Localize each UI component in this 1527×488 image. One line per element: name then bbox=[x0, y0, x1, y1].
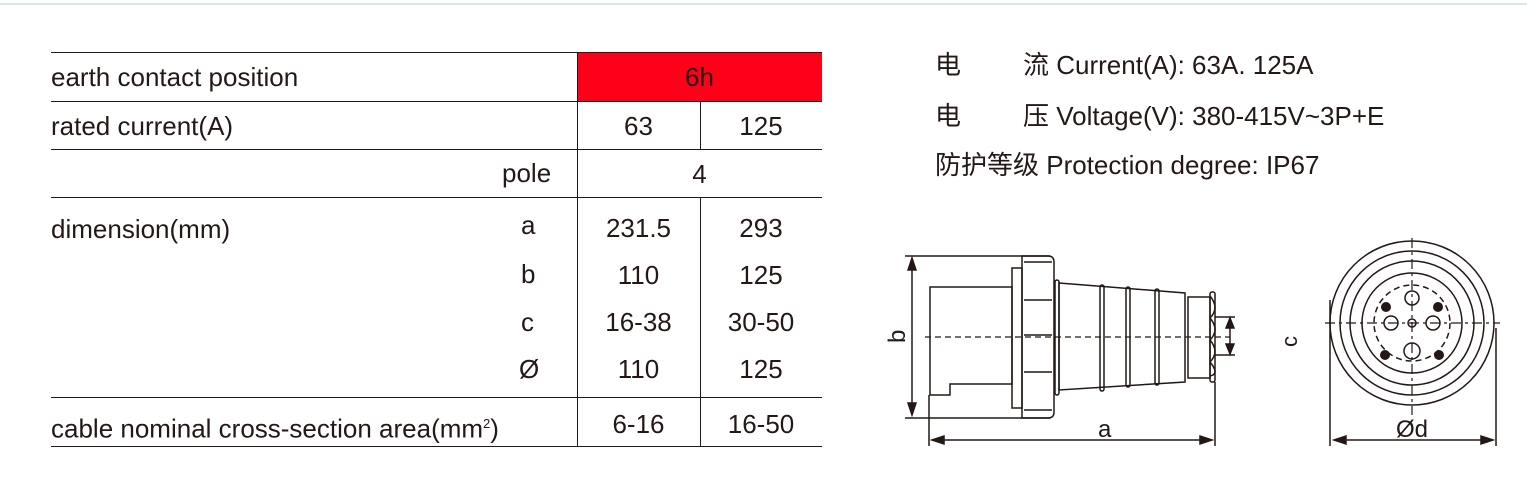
spec-voltage-en: Voltage(V): 380-415V~3P+E bbox=[1056, 101, 1385, 131]
table-rule bbox=[51, 52, 822, 53]
dim-d-63: 110 bbox=[617, 354, 660, 384]
spec-current-en: Current(A): 63A. 125A bbox=[1056, 50, 1314, 80]
spec-protection-en: Protection degree: IP67 bbox=[1046, 150, 1320, 180]
earth-contact-label: earth contact position bbox=[51, 62, 299, 92]
cable-area-text: cable nominal cross-section area(mm bbox=[51, 413, 484, 444]
dim-c-63: 16-38 bbox=[605, 307, 672, 337]
rated-current-125: 125 bbox=[739, 111, 783, 141]
cable-area-sup: 2 bbox=[483, 416, 491, 431]
dim-c-125: 30-50 bbox=[727, 307, 795, 337]
earth-contact-value: 6h bbox=[685, 62, 714, 92]
side-view bbox=[905, 255, 1236, 446]
front-view bbox=[1325, 238, 1500, 446]
dim-a-125: 293 bbox=[739, 213, 783, 243]
cable-area-63: 6-16 bbox=[612, 409, 665, 439]
rated-current-63: 63 bbox=[624, 111, 653, 141]
cable-area-end: ) bbox=[490, 413, 499, 444]
label-b: b bbox=[884, 330, 911, 343]
dim-key-c: c bbox=[521, 307, 534, 337]
column-rule bbox=[700, 101, 701, 149]
column-rule bbox=[577, 52, 578, 446]
pole-value: 4 bbox=[692, 159, 707, 189]
spec-protection-cn: 防护等级 bbox=[935, 150, 1040, 180]
label-c: c bbox=[1277, 336, 1302, 347]
cable-area-125: 16-50 bbox=[727, 409, 795, 439]
spec-voltage-cn1: 电 bbox=[935, 101, 962, 131]
dim-a-63: 231.5 bbox=[605, 213, 672, 243]
dim-d-125: 125 bbox=[739, 354, 783, 384]
top-divider bbox=[0, 3, 1527, 5]
earth-contact-highlight bbox=[577, 52, 822, 101]
rated-current-label: rated current(A) bbox=[51, 111, 234, 141]
spec-protection: 防护等级 Protection degree: IP67 bbox=[935, 150, 1319, 180]
table-rule bbox=[51, 101, 822, 102]
spec-current-cn1: 电 bbox=[935, 50, 962, 80]
dimension-label: dimension(mm) bbox=[51, 214, 231, 244]
spec-voltage-cn2: 压 bbox=[1023, 101, 1050, 131]
table-rule bbox=[51, 149, 822, 150]
table-rule bbox=[51, 197, 822, 198]
dim-key-a: a bbox=[521, 210, 536, 240]
dim-key-b: b bbox=[521, 259, 536, 289]
dim-key-diameter: Ø bbox=[519, 354, 540, 384]
pole-label: pole bbox=[502, 158, 552, 188]
label-a: a bbox=[1098, 416, 1112, 443]
column-rule bbox=[700, 197, 701, 446]
dim-b-63: 110 bbox=[617, 260, 660, 290]
label-diameter-d: Ød bbox=[1396, 416, 1428, 443]
table-rule bbox=[51, 397, 822, 398]
dim-b-125: 125 bbox=[739, 260, 783, 290]
cable-area-label: cable nominal cross-section area(mm2) bbox=[51, 409, 499, 444]
table-rule bbox=[51, 446, 822, 447]
spec-current-cn2: 流 bbox=[1023, 50, 1050, 80]
spec-current: 电 流 Current(A): 63A. 125A bbox=[935, 50, 1313, 80]
spec-voltage: 电 压 Voltage(V): 380-415V~3P+E bbox=[935, 101, 1384, 131]
